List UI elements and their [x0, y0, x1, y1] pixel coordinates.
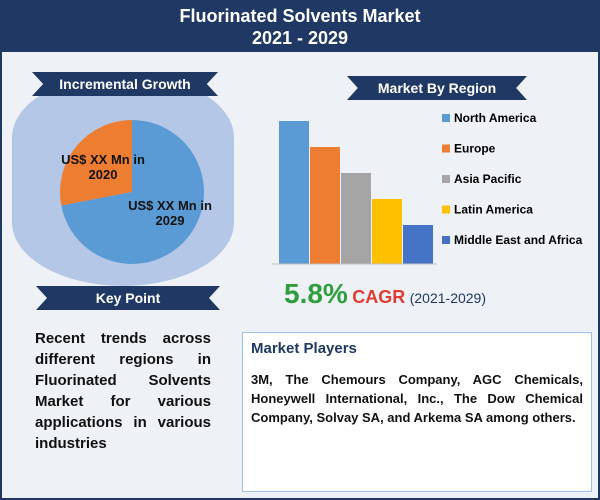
pie-label: US$ XX Mn in 2029	[128, 198, 212, 228]
legend-swatch	[442, 205, 450, 214]
market-players: Market Players 3M, The Chemours Company,…	[242, 332, 592, 492]
cagr-period: (2021-2029)	[409, 290, 487, 306]
section-heading: Market By Region	[347, 76, 527, 100]
legend-swatch	[442, 236, 450, 244]
legend-label: Asia Pacific	[454, 172, 522, 186]
legend-swatch	[442, 144, 450, 153]
bar	[403, 225, 433, 264]
pie-slice	[61, 120, 204, 265]
bar	[341, 173, 371, 264]
legend-label: Middle East and Africa	[454, 233, 583, 247]
legend-label: North America	[454, 111, 537, 125]
section-heading: Key Point	[36, 286, 220, 310]
bar	[310, 147, 340, 264]
subtitle: 2021 - 2029	[251, 28, 349, 48]
bar	[279, 121, 309, 264]
players-heading: Market Players	[251, 340, 357, 357]
cagr: 5.8% CAGR (2021-2029)	[284, 278, 486, 310]
players-text: 3M, The Chemours Company, AGC Chemicals,…	[251, 372, 583, 425]
key-point-text: Recent trends across different regions i…	[35, 330, 211, 452]
legend-swatch	[442, 175, 450, 183]
cagr-value: 5.8%	[284, 278, 348, 309]
legend-swatch	[442, 114, 450, 122]
pie-chart	[59, 120, 204, 265]
pie-label: US$ XX Mn in 2020	[61, 152, 145, 182]
legend-label: Latin America	[454, 203, 533, 217]
legend-label: Europe	[454, 142, 496, 156]
cagr-label: CAGR	[352, 287, 406, 307]
title: Fluorinated Solvents Market	[179, 6, 421, 26]
section-heading: Incremental Growth	[32, 72, 218, 96]
bar	[372, 199, 402, 264]
bar-chart: North America Europe Asia Pacific Latin Ame…	[272, 111, 583, 265]
header: Fluorinated Solvents Market 2021 - 2029	[2, 2, 598, 52]
pie-slice	[59, 120, 132, 206]
